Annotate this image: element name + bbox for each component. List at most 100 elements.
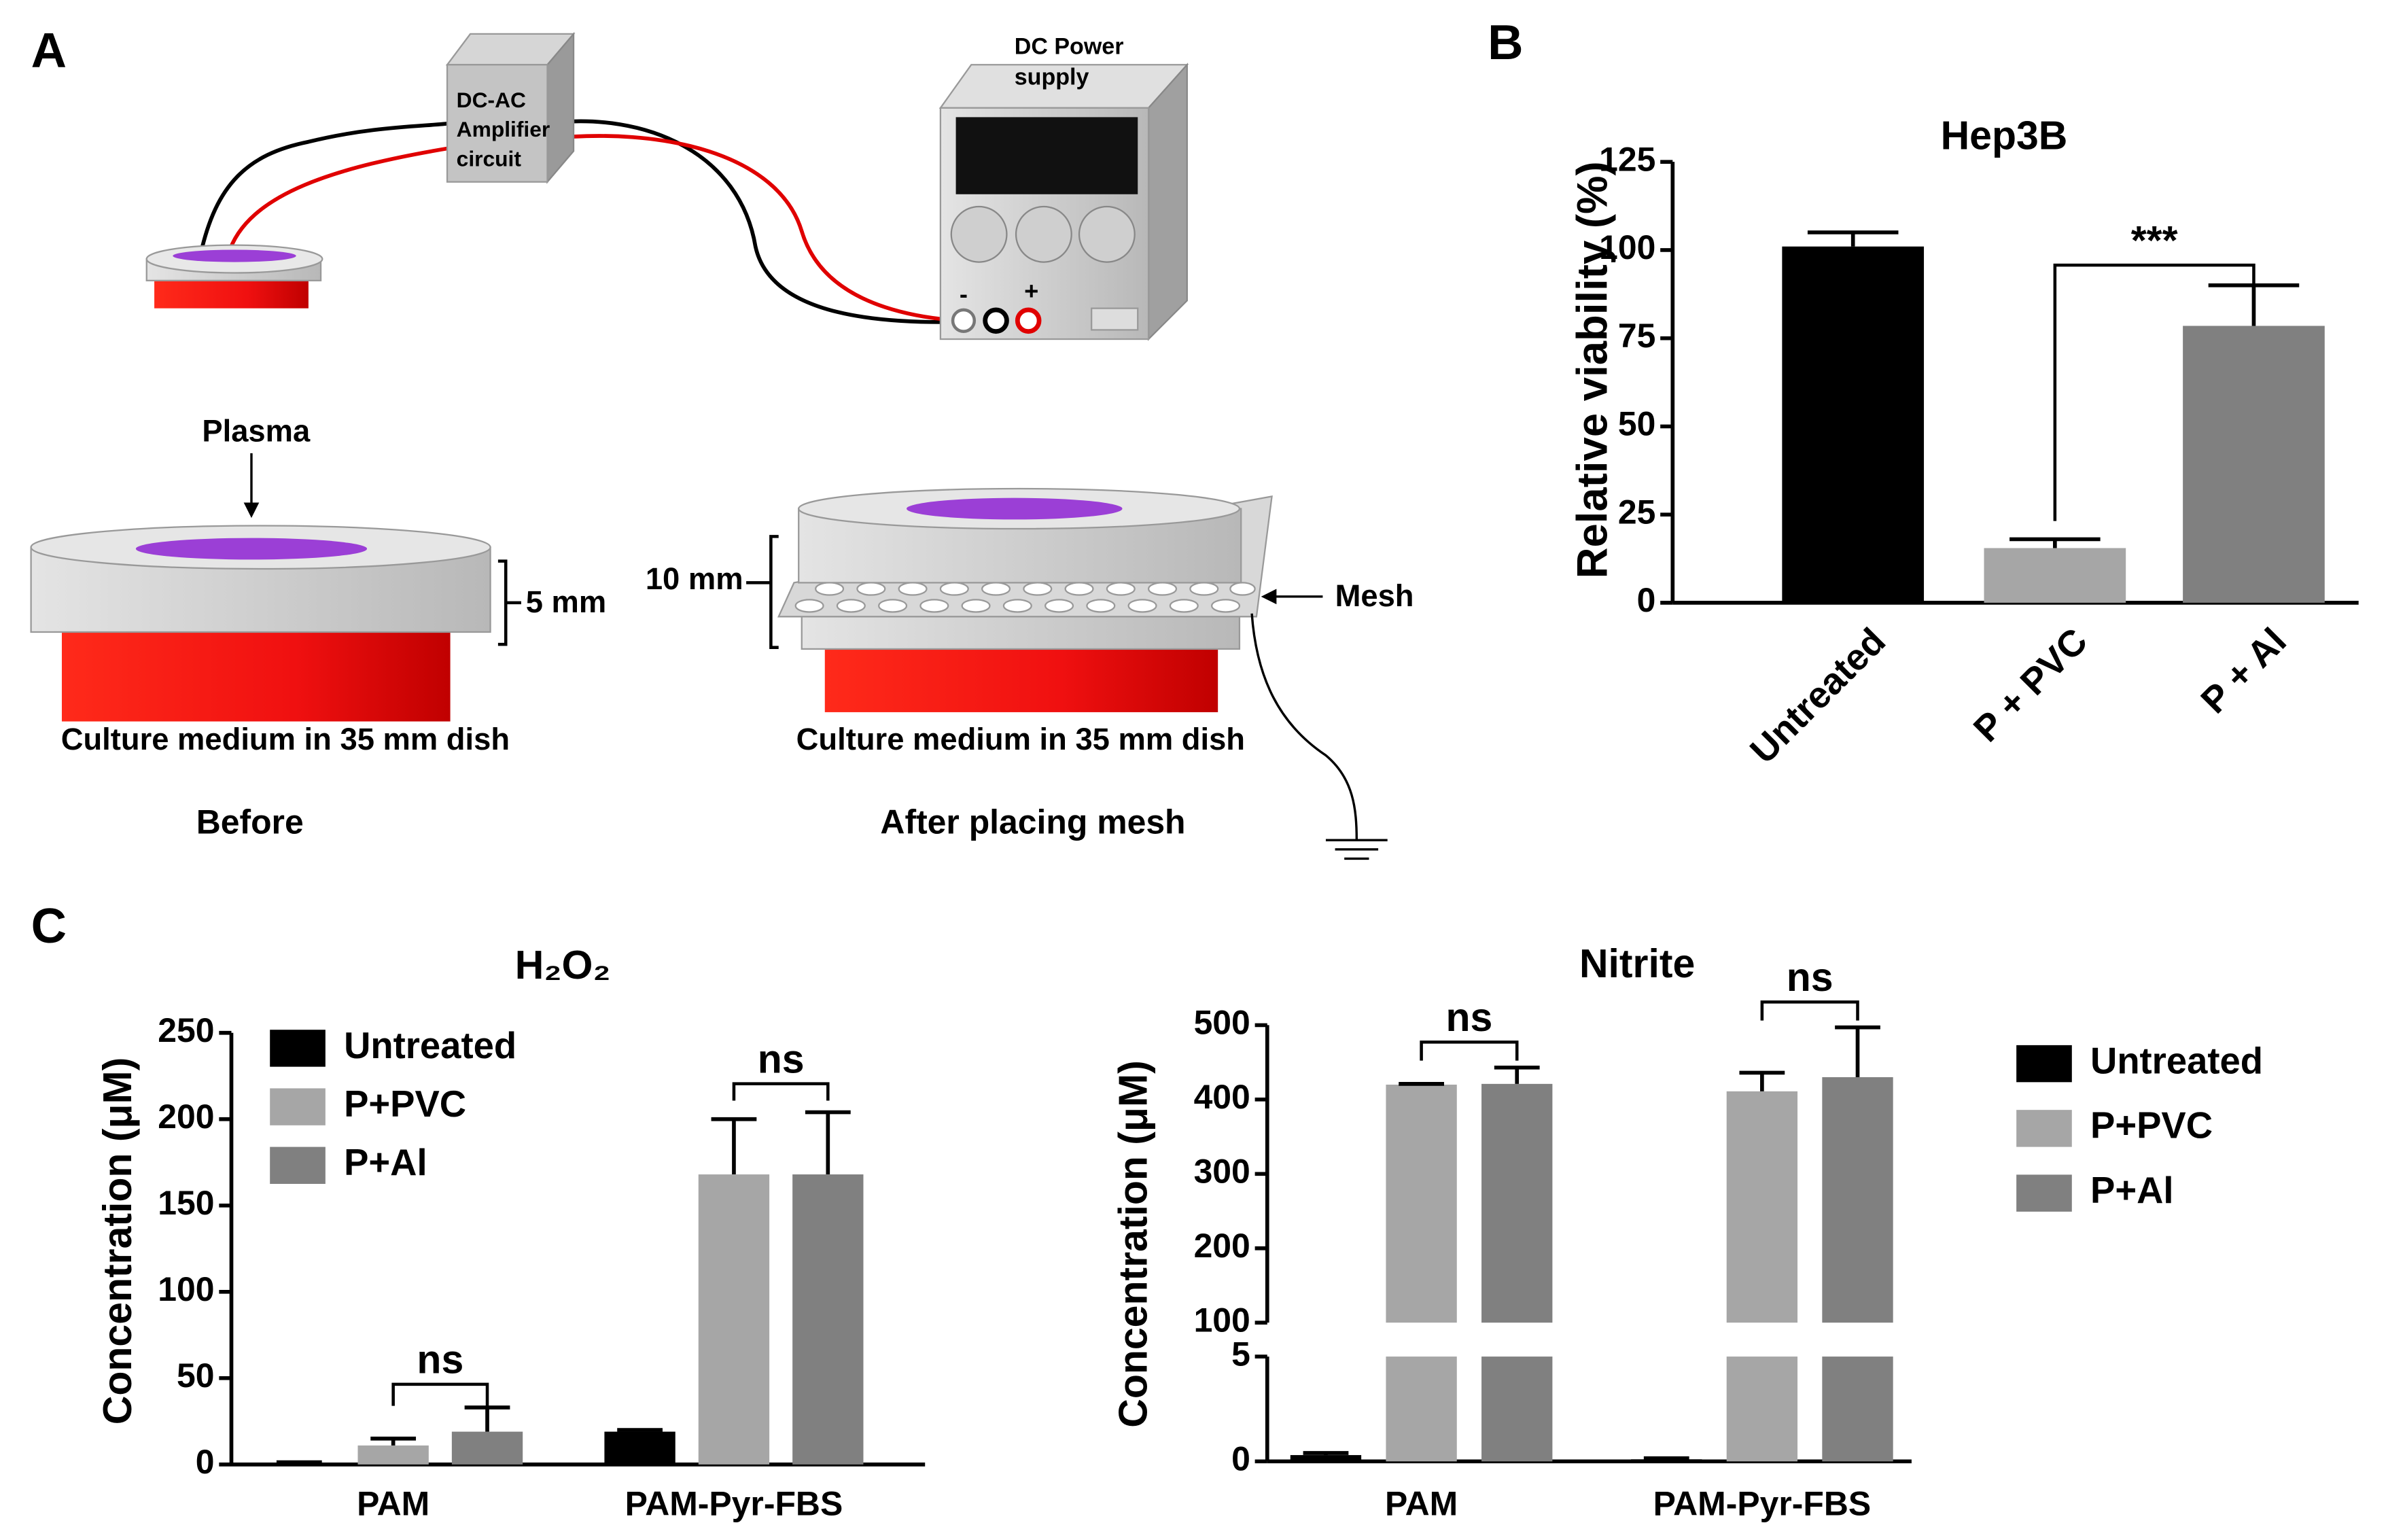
- y-tick-label: 0: [1231, 1440, 1250, 1478]
- bar: [357, 1445, 429, 1465]
- bar: [1822, 1357, 1893, 1462]
- amplifier-label: circuit: [457, 146, 522, 171]
- x-tick-label: PAM: [1385, 1484, 1458, 1522]
- bar: [1782, 246, 1925, 603]
- legend-label: P+Al: [344, 1142, 427, 1183]
- chart-title: Nitrite: [1579, 942, 1695, 986]
- x-tick-label: PAM: [357, 1484, 429, 1522]
- bar: [698, 1174, 770, 1465]
- y-tick-label: 25: [1618, 493, 1656, 531]
- bar: [1726, 1357, 1798, 1462]
- y-tick-label: 75: [1618, 317, 1656, 355]
- legend-label: Untreated: [344, 1025, 516, 1066]
- x-tick-label: Untreated: [1742, 620, 1893, 771]
- mesh-label: Mesh: [1335, 578, 1414, 613]
- significance-bracket: [1760, 1000, 1859, 1021]
- y-tick-label: 5: [1231, 1335, 1250, 1373]
- panel-label: C: [31, 898, 67, 953]
- bar: [1481, 1357, 1553, 1462]
- y-tick-label: 50: [177, 1357, 215, 1395]
- wire: [547, 134, 1029, 324]
- significance-bracket: [732, 1082, 830, 1101]
- x-tick-label: PAM-Pyr-FBS: [1653, 1484, 1872, 1522]
- y-tick-label: 100: [1599, 228, 1655, 266]
- significance-label: ns: [758, 1037, 805, 1081]
- significance-label: ns: [1445, 996, 1492, 1040]
- bar: [1386, 1084, 1457, 1323]
- amplifier-label: Amplifier: [457, 117, 550, 141]
- wire: [226, 145, 451, 256]
- legend-label: Untreated: [2090, 1040, 2263, 1081]
- bar: [2183, 326, 2325, 603]
- bar: [451, 1431, 523, 1465]
- legend-label: P+PVC: [344, 1083, 466, 1125]
- setup-diagram: DC-AC Amplifier circuit DC Power supply …: [145, 31, 1189, 341]
- chart-title: H₂O₂: [515, 943, 611, 987]
- y-tick-label: 125: [1599, 140, 1655, 178]
- amplifier-label: DC-AC: [457, 88, 526, 112]
- bar: [1290, 1455, 1362, 1462]
- significance-bracket: [2053, 263, 2255, 521]
- y-tick-label: 500: [1194, 1004, 1250, 1042]
- legend-swatch: [2016, 1045, 2072, 1083]
- power-supply-label: DC Power: [1015, 33, 1124, 59]
- legend-swatch: [2016, 1110, 2072, 1147]
- y-tick-label: 200: [158, 1098, 214, 1136]
- gap-label: 10 mm: [646, 561, 743, 596]
- y-tick-label: 50: [1618, 405, 1656, 443]
- y-axis-label: Relative viability (%): [1569, 161, 1617, 578]
- terminal-label: -: [960, 280, 968, 308]
- caption: After placing mesh: [880, 803, 1185, 841]
- bar: [1386, 1357, 1457, 1462]
- small-dish: [145, 244, 323, 309]
- significance-label: ***: [2131, 219, 2178, 263]
- legend-swatch: [270, 1088, 326, 1125]
- y-tick-label: 250: [158, 1011, 214, 1049]
- dish-label: Culture medium in 35 mm dish: [61, 722, 510, 756]
- y-tick-label: 150: [158, 1184, 214, 1222]
- legend-label: P+Al: [2090, 1170, 2174, 1211]
- y-tick-label: 300: [1194, 1152, 1250, 1190]
- significance-label: ns: [417, 1338, 463, 1382]
- amplifier-box: DC-AC Amplifier circuit: [445, 31, 576, 184]
- dish-label: Culture medium in 35 mm dish: [796, 722, 1245, 756]
- chart-title: Hep3B: [1941, 114, 2068, 158]
- caption: Before: [196, 803, 304, 841]
- x-tick-label: PAM-Pyr-FBS: [625, 1484, 843, 1522]
- significance-label: ns: [1787, 956, 1833, 1000]
- plasma-label: Plasma: [202, 413, 311, 448]
- bar: [1631, 1459, 1702, 1462]
- panel-label: A: [31, 23, 67, 78]
- y-axis-label: Concentration (μM): [96, 1057, 140, 1425]
- legend-swatch: [2016, 1174, 2072, 1212]
- y-tick-label: 100: [1194, 1301, 1250, 1339]
- y-axis-label: Concentration (μM): [1112, 1060, 1156, 1428]
- before-diagram: Plasma 5 mm Culture medium in 35 mm dish…: [30, 413, 607, 841]
- bar: [1822, 1077, 1893, 1323]
- significance-bracket: [1420, 1040, 1519, 1061]
- legend-label: P+PVC: [2090, 1105, 2213, 1147]
- after-diagram: 10 mm Mesh Culture medium in 35 mm dish …: [646, 487, 1414, 860]
- bar: [1481, 1083, 1553, 1323]
- x-tick-label: P + Al: [2193, 620, 2294, 721]
- y-tick-label: 400: [1194, 1078, 1250, 1116]
- y-tick-label: 100: [158, 1270, 214, 1308]
- bar: [1984, 548, 2126, 603]
- x-tick-label: P + PVC: [1965, 620, 2095, 750]
- y-tick-label: 0: [196, 1443, 215, 1481]
- power-supply: DC Power supply - +: [938, 33, 1189, 341]
- legend-swatch: [270, 1030, 326, 1067]
- panel-label: B: [1488, 15, 1523, 70]
- bar: [604, 1431, 675, 1465]
- y-tick-label: 0: [1637, 581, 1656, 619]
- bar: [1726, 1091, 1798, 1323]
- terminal-label: +: [1024, 277, 1038, 305]
- gap-label: 5 mm: [526, 584, 607, 619]
- wire: [547, 119, 995, 324]
- wire: [198, 121, 451, 255]
- y-tick-label: 200: [1194, 1227, 1250, 1265]
- bar: [792, 1174, 864, 1465]
- power-supply-label: supply: [1015, 65, 1089, 90]
- legend-swatch: [270, 1147, 326, 1185]
